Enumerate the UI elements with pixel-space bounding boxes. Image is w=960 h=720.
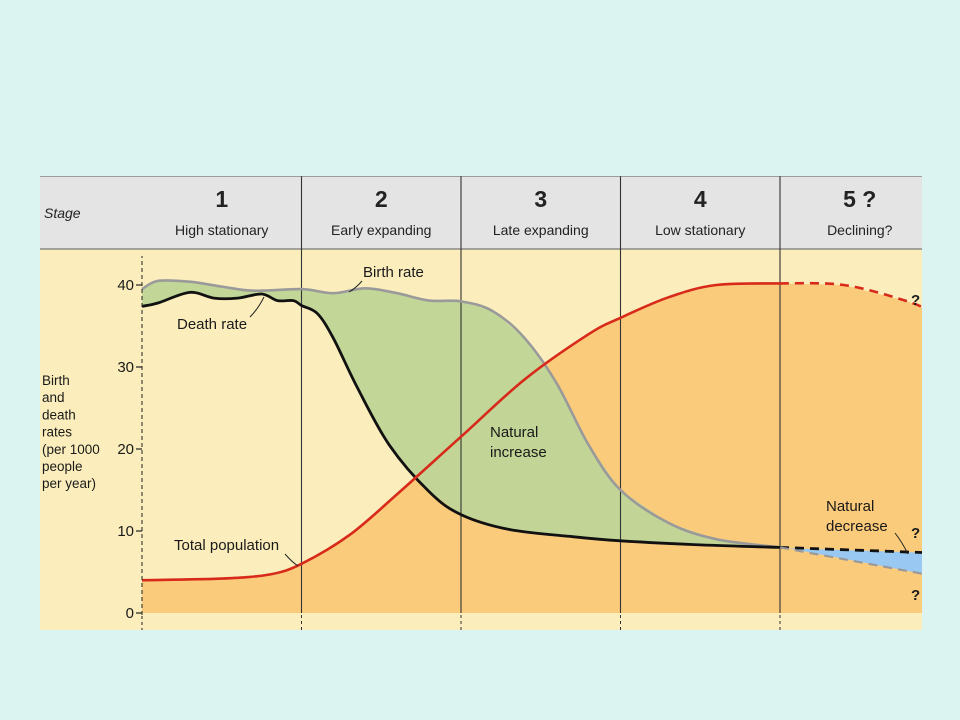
y-axis-label-line-0: Birth [42,373,70,388]
y-tick-label-0: 0 [126,605,134,622]
stage-1-number: 1 [215,186,228,212]
y-axis-label-line-6: per year) [42,476,96,491]
total-population-line [141,282,781,582]
y-axis-label-line-3: rates [42,425,72,440]
y-axis: 0 10 20 30 40 Birth and death rates (per 1000 peop… [42,256,143,630]
birth-rate-leader [348,280,363,293]
stage-5-name: Declining? [827,222,893,238]
total-population-projection-line [779,281,941,317]
total-population-label: Total population [174,537,279,554]
natural-decrease-label-line1: Natural [826,498,874,515]
question-mark-1: ? [911,292,920,309]
natural-increase-label-line1: Natural [490,424,538,441]
stage-2-number: 2 [375,186,388,212]
stage-header: Stage 1 High stationary 2 Early expanding 3 La… [44,186,893,238]
y-axis-label-line-1: and [42,390,65,405]
birth-rate-label: Birth rate [363,264,424,281]
stage-4-name: Low stationary [655,222,745,238]
question-mark-2: ? [911,525,920,542]
birth-rate-projection-line [779,546,940,579]
question-mark-3: ? [911,587,920,604]
y-tick-label-40: 40 [117,277,134,294]
y-tick-label-20: 20 [117,441,134,458]
death-rate-line [141,290,781,549]
chart-svg: 0 10 20 30 40 Birth and death rates (per 1000 peop… [40,175,941,630]
death-rate-leader [249,296,265,318]
stage-2-name: Early expanding [331,222,431,238]
y-axis-label-line-2: death [42,407,76,422]
y-tick-label-30: 30 [117,359,134,376]
stage-header-band [40,176,922,249]
natural-decrease-label-line2: decrease [826,518,888,535]
y-axis-label-line-5: people [42,459,83,474]
chart-lines [141,279,941,582]
stage-4-number: 4 [694,186,707,212]
death-rate-projection-line [779,546,940,555]
chart-annotations: Birth rate Death rate Natural increase Total… [174,264,920,604]
stage-5-number: 5 ? [843,186,876,212]
demographic-transition-chart: 0 10 20 30 40 Birth and death rates (per 1000 peop… [40,175,941,630]
natural-decrease-leader [894,532,909,555]
y-axis-label-line-4: (per 1000 [42,442,100,457]
stage-header-label: Stage [44,205,81,221]
total-population-leader [284,553,299,567]
stage-3-number: 3 [534,186,547,212]
death-rate-label: Death rate [177,316,247,333]
stage-1-name: High stationary [175,222,268,238]
birth-rate-line [141,279,781,549]
y-tick-label-10: 10 [117,523,134,540]
stage-3-name: Late expanding [493,222,589,238]
natural-increase-label-line2: increase [490,444,547,461]
